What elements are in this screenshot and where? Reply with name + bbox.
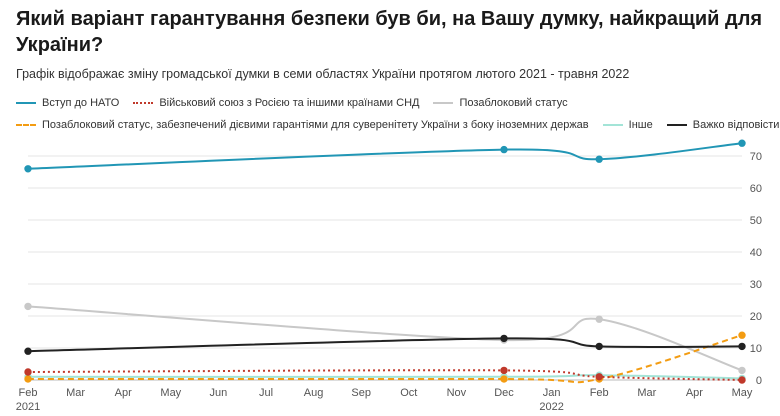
- legend-item-nonaligned[interactable]: Позаблоковий статус: [433, 97, 568, 109]
- series-line-3: [27, 334, 743, 384]
- y-tick-label-50: 50: [750, 215, 762, 227]
- chart-legend: Вступ до НАТО Військовий союз з Росією т…: [16, 94, 779, 138]
- x-tick-label-5: Jul: [259, 387, 273, 399]
- legend-row-2: Позаблоковий статус, забезпечений дієвим…: [16, 116, 779, 134]
- x-tick-label-13: Mar: [637, 387, 656, 399]
- series-3-point-0: [24, 375, 32, 383]
- series-1-point-1: [500, 366, 508, 375]
- series-line-5: [27, 337, 743, 353]
- series-1-point-3: [738, 376, 746, 384]
- series-1-point-2: [595, 373, 603, 381]
- series-5-point-0: [24, 347, 32, 355]
- x-tick-label-11: Jan: [543, 387, 561, 399]
- x-year-label-2021: 2021: [16, 401, 40, 413]
- x-tick-label-8: Oct: [400, 387, 417, 399]
- legend-label-hard-to-say: Важко відповісти: [692, 119, 780, 131]
- x-tick-label-6: Aug: [304, 387, 324, 399]
- x-tick-label-9: Nov: [447, 387, 467, 399]
- series-line-4: [27, 374, 743, 380]
- legend-row-1: Вступ до НАТО Військовий союз з Росією т…: [16, 94, 776, 112]
- y-tick-label-10: 10: [750, 343, 762, 355]
- series-3-point-1: [500, 375, 508, 383]
- y-tick-label-60: 60: [750, 183, 762, 195]
- x-tick-label-4: Jun: [210, 387, 228, 399]
- y-tick-label-70: 70: [750, 151, 762, 163]
- y-tick-label-30: 30: [750, 279, 762, 291]
- series-0-point-3: [738, 139, 746, 147]
- series-3-point-3: [738, 331, 746, 339]
- x-tick-label-1: Mar: [66, 387, 85, 399]
- series-line-0: [27, 142, 743, 170]
- legend-label-nonaligned-guarantees: Позаблоковий статус, забезпечений дієвим…: [42, 119, 589, 131]
- x-tick-label-10: Dec: [494, 387, 514, 399]
- legend-item-nonaligned-guarantees[interactable]: Позаблоковий статус, забезпечений дієвим…: [16, 119, 589, 131]
- y-tick-label-40: 40: [750, 247, 762, 259]
- x-tick-label-14: Apr: [686, 387, 703, 399]
- series-2-point-0: [24, 302, 32, 311]
- series-5-point-2: [595, 342, 603, 351]
- legend-swatch-nonaligned-guarantees: [16, 124, 36, 126]
- series-5-point-3: [738, 342, 746, 351]
- y-tick-label-0: 0: [756, 375, 762, 387]
- x-tick-label-3: May: [160, 387, 181, 399]
- legend-swatch-nato: [16, 102, 36, 104]
- series-1-point-0: [24, 368, 32, 376]
- x-tick-label-2: Apr: [115, 387, 132, 399]
- series-0-point-2: [595, 155, 603, 163]
- legend-label-other: Інше: [628, 119, 653, 131]
- legend-label-russia-union: Військовий союз з Росією та іншими країн…: [159, 97, 420, 109]
- legend-swatch-other: [602, 124, 623, 126]
- legend-label-nato: Вступ до НАТО: [42, 97, 120, 109]
- series-2-point-3: [738, 366, 746, 375]
- legend-swatch-russia-union: [133, 102, 154, 104]
- y-tick-label-20: 20: [750, 311, 762, 323]
- legend-item-hard-to-say[interactable]: Важко відповісти: [666, 119, 780, 131]
- series-0-point-0: [24, 165, 32, 173]
- legend-swatch-nonaligned: [433, 102, 454, 104]
- legend-item-nato[interactable]: Вступ до НАТО: [16, 97, 119, 109]
- legend-item-russia-union[interactable]: Військовий союз з Росією та іншими країн…: [133, 97, 419, 109]
- chart-title: Який варіант гарантування безпеки був би…: [16, 8, 763, 56]
- chart-subtitle: Графік відображає зміну громадської думк…: [16, 67, 630, 81]
- series-0-point-1: [500, 145, 508, 154]
- legend-label-nonaligned: Позаблоковий статус: [459, 97, 568, 109]
- series-5-point-1: [500, 334, 508, 343]
- legend-item-other[interactable]: Інше: [602, 119, 653, 131]
- x-tick-label-15: May: [732, 387, 753, 399]
- legend-swatch-hard-to-say: [666, 124, 687, 126]
- series-2-point-2: [595, 315, 603, 323]
- series-line-1: [27, 369, 743, 381]
- x-tick-label-0: Feb: [19, 387, 38, 399]
- x-tick-label-12: Feb: [590, 387, 609, 399]
- x-tick-label-7: Sep: [351, 387, 371, 399]
- x-year-label-2022: 2022: [539, 401, 563, 413]
